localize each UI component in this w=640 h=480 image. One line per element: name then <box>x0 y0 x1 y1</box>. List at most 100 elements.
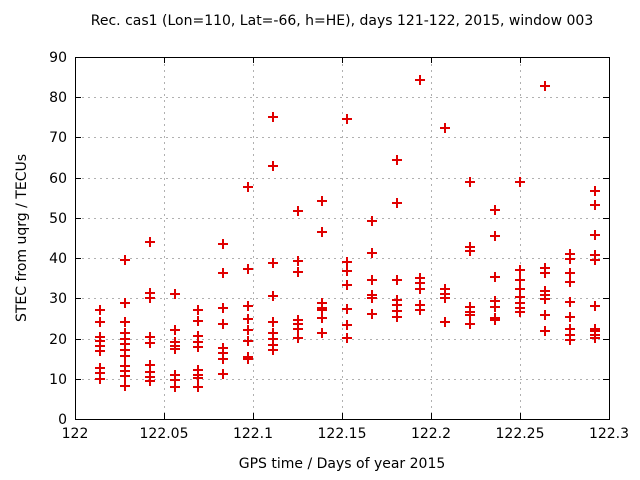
data-point-marker <box>120 351 130 361</box>
data-point-marker <box>268 258 278 268</box>
data-point-marker <box>243 182 253 192</box>
data-point-marker <box>515 177 525 187</box>
data-point-marker <box>243 301 253 311</box>
y-tick-label: 80 <box>49 90 67 106</box>
data-point-marker <box>268 317 278 327</box>
data-point-marker <box>218 369 228 379</box>
data-point-marker <box>342 333 352 343</box>
data-point-marker <box>490 302 500 312</box>
data-point-marker <box>490 315 500 325</box>
x-tick-label: 122.1 <box>233 426 273 442</box>
data-point-marker <box>465 310 475 320</box>
data-point-marker <box>293 256 303 266</box>
data-point-marker <box>565 312 575 322</box>
data-point-marker <box>268 345 278 355</box>
data-point-marker <box>145 338 155 348</box>
y-tick-label: 0 <box>58 412 67 428</box>
data-point-marker <box>317 227 327 237</box>
x-tick-label: 122 <box>62 426 89 442</box>
data-point-marker <box>193 342 203 352</box>
data-point-marker <box>565 297 575 307</box>
data-point-marker <box>243 354 253 364</box>
data-point-marker <box>120 371 130 381</box>
data-point-marker <box>293 267 303 277</box>
data-point-marker <box>367 309 377 319</box>
y-tick-label: 70 <box>49 130 67 146</box>
x-tick-label: 122.15 <box>318 426 367 442</box>
x-tick-label: 122.2 <box>411 426 451 442</box>
data-point-marker <box>440 293 450 303</box>
data-point-marker <box>193 373 203 383</box>
data-point-marker <box>193 305 203 315</box>
y-tick-label: 20 <box>49 332 67 348</box>
data-point-marker <box>367 248 377 258</box>
data-point-marker <box>415 75 425 85</box>
data-point-marker <box>515 265 525 275</box>
data-point-marker <box>342 257 352 267</box>
data-point-marker <box>515 275 525 285</box>
y-tick-label: 30 <box>49 291 67 307</box>
data-point-marker <box>293 206 303 216</box>
data-point-marker <box>218 303 228 313</box>
data-point-marker <box>565 277 575 287</box>
data-point-marker <box>218 354 228 364</box>
data-point-marker <box>145 237 155 247</box>
x-tick-label: 122.25 <box>496 426 545 442</box>
data-point-marker <box>540 310 550 320</box>
data-point-marker <box>95 374 105 384</box>
y-tick-label: 90 <box>49 50 67 66</box>
data-point-marker <box>268 161 278 171</box>
data-point-marker <box>490 272 500 282</box>
data-point-marker <box>243 325 253 335</box>
data-point-marker <box>590 230 600 240</box>
data-point-marker <box>590 333 600 343</box>
data-point-marker <box>490 231 500 241</box>
data-point-marker <box>170 344 180 354</box>
data-point-marker <box>120 381 130 391</box>
data-point-marker <box>317 313 327 323</box>
x-tick-label: 122.05 <box>140 426 189 442</box>
data-point-marker <box>95 305 105 315</box>
y-tick-label: 50 <box>49 211 67 227</box>
data-point-marker <box>367 275 377 285</box>
data-point-marker <box>565 335 575 345</box>
data-point-marker <box>170 325 180 335</box>
data-point-marker <box>465 177 475 187</box>
data-point-marker <box>317 196 327 206</box>
data-point-marker <box>342 280 352 290</box>
data-point-marker <box>293 333 303 343</box>
data-point-marker <box>465 246 475 256</box>
data-point-marker <box>415 305 425 315</box>
data-point-marker <box>565 254 575 264</box>
data-point-marker <box>342 266 352 276</box>
data-point-marker <box>293 324 303 334</box>
data-point-marker <box>268 112 278 122</box>
data-point-marker <box>193 316 203 326</box>
data-point-marker <box>590 200 600 210</box>
data-point-marker <box>342 114 352 124</box>
data-point-marker <box>218 239 228 249</box>
data-point-marker <box>342 304 352 314</box>
data-point-marker <box>367 216 377 226</box>
data-point-marker <box>392 155 402 165</box>
chart-title: Rec. cas1 (Lon=110, Lat=-66, h=HE), days… <box>90 13 594 29</box>
data-point-marker <box>440 123 450 133</box>
data-point-marker <box>145 376 155 386</box>
data-point-marker <box>95 317 105 327</box>
data-point-marker <box>218 268 228 278</box>
data-point-marker <box>392 275 402 285</box>
data-point-marker <box>565 268 575 278</box>
data-point-marker <box>540 294 550 304</box>
data-point-marker <box>540 268 550 278</box>
data-point-marker <box>540 326 550 336</box>
data-point-marker <box>170 289 180 299</box>
data-point-marker <box>120 298 130 308</box>
data-point-marker <box>392 312 402 322</box>
y-tick-label: 60 <box>49 171 67 187</box>
data-point-marker <box>342 320 352 330</box>
data-point-marker <box>145 293 155 303</box>
data-point-marker <box>415 284 425 294</box>
data-point-marker <box>243 336 253 346</box>
x-axis-label: GPS time / Days of year 2015 <box>238 456 446 472</box>
